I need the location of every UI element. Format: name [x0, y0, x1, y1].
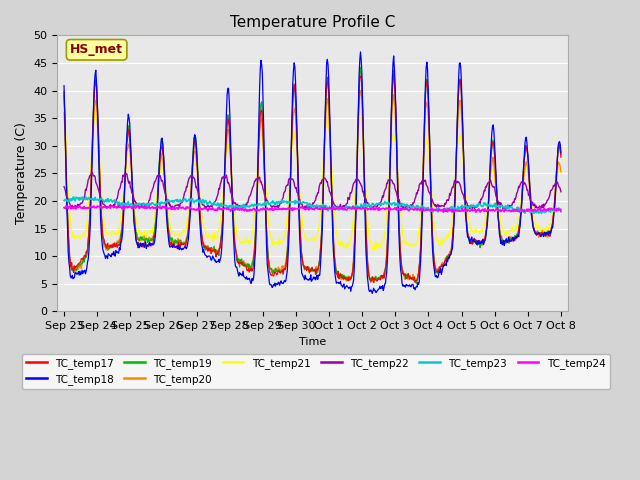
- Legend: TC_temp17, TC_temp18, TC_temp19, TC_temp20, TC_temp21, TC_temp22, TC_temp23, TC_: TC_temp17, TC_temp18, TC_temp19, TC_temp…: [22, 354, 610, 389]
- Text: HS_met: HS_met: [70, 43, 123, 56]
- Y-axis label: Temperature (C): Temperature (C): [15, 122, 28, 224]
- Title: Temperature Profile C: Temperature Profile C: [230, 15, 395, 30]
- X-axis label: Time: Time: [299, 336, 326, 347]
